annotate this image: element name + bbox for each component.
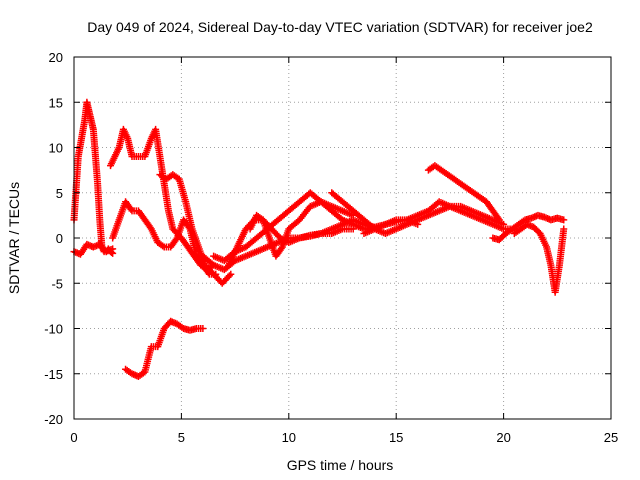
data-point-marker [109, 245, 117, 253]
y-tick-label: 10 [49, 141, 63, 156]
y-axis-ticks: -20 -15 -10 -5 0 5 10 15 20 [44, 50, 611, 427]
data-point-marker [560, 216, 568, 224]
series-arc-14 [489, 211, 568, 244]
series-arc-10 [246, 198, 357, 260]
y-tick-label: -10 [44, 322, 63, 337]
data-points [70, 98, 568, 380]
x-tick-label: 10 [282, 430, 296, 445]
x-axis-label: GPS time / hours [287, 457, 394, 473]
series-arc-15 [510, 220, 568, 296]
data-point-marker [199, 325, 207, 332]
y-tick-label: -15 [44, 367, 63, 382]
series-arc-2 [70, 240, 117, 258]
series-arc-12 [360, 198, 518, 237]
data-point-marker [172, 236, 180, 244]
data-point-marker [349, 225, 357, 233]
chart-title: Day 049 of 2024, Sidereal Day-to-day VTE… [87, 19, 593, 35]
x-axis-ticks: 0 5 10 15 20 25 [70, 57, 618, 445]
y-tick-label: -20 [44, 412, 63, 427]
data-point-marker [227, 270, 235, 278]
series-arc-6 [122, 317, 207, 380]
series-arc-13 [424, 162, 503, 224]
y-tick-label: 20 [49, 50, 63, 65]
x-tick-label: 25 [604, 430, 618, 445]
data-point-marker [277, 245, 285, 253]
data-point-marker [494, 214, 502, 222]
series-arc-3 [107, 125, 218, 274]
data-point-marker [495, 216, 503, 224]
data-point-marker [560, 225, 568, 233]
x-tick-label: 20 [496, 430, 510, 445]
y-tick-label: 5 [56, 186, 63, 201]
x-tick-label: 5 [178, 430, 185, 445]
y-axis-label: SDTVAR / TECUs [6, 182, 22, 294]
data-point-marker [127, 205, 135, 213]
x-tick-label: 0 [70, 430, 77, 445]
x-tick-label: 15 [389, 430, 403, 445]
data-point-marker [225, 272, 233, 280]
y-tick-label: 15 [49, 95, 63, 110]
y-tick-label: 0 [56, 231, 63, 246]
y-tick-label: -5 [51, 276, 63, 291]
series-arc-4 [109, 198, 220, 278]
